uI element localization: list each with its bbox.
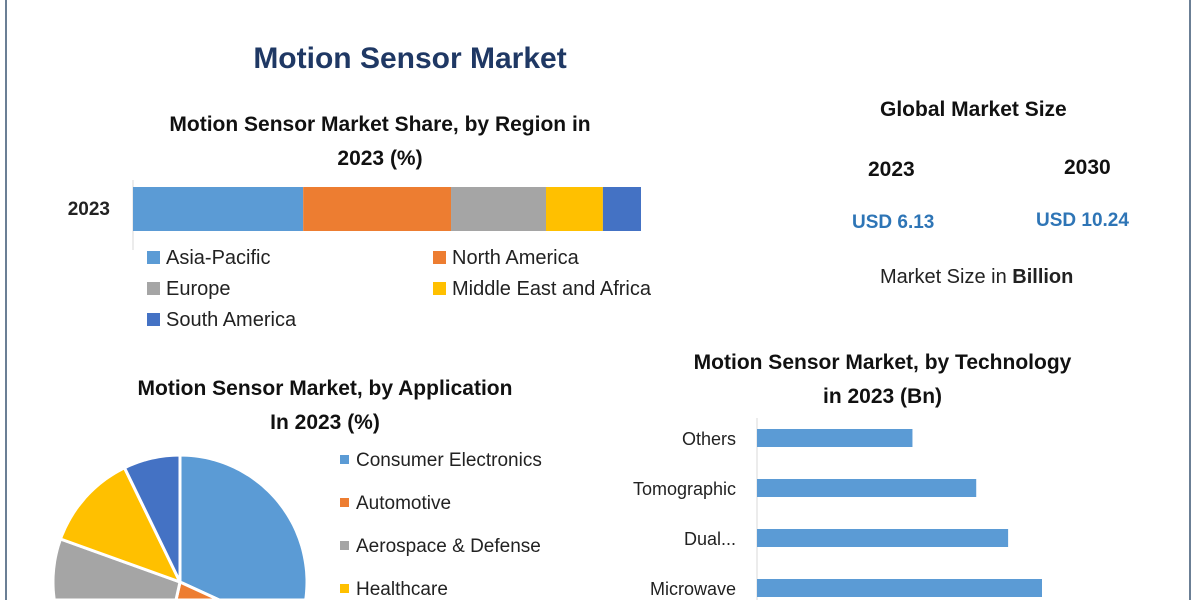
bar-segment	[133, 187, 304, 231]
application-chart-title: Motion Sensor Market, by Application In 2…	[90, 372, 560, 440]
bar	[757, 579, 1042, 597]
bar-segment	[602, 187, 641, 231]
legend-label: Healthcare	[356, 579, 448, 600]
bar	[757, 429, 913, 447]
pie-slice	[51, 537, 182, 600]
category-label: Microwave	[650, 579, 736, 599]
pie-slice	[174, 580, 221, 600]
year-2023: 2023	[868, 158, 915, 181]
legend-label: Asia-Pacific	[166, 247, 270, 269]
legend-label: North America	[452, 247, 580, 269]
category-label: 2023	[68, 199, 110, 220]
bar	[757, 529, 1009, 547]
note-prefix: Market Size in	[880, 266, 1013, 288]
year-2030: 2030	[1064, 156, 1111, 179]
legend-label: Europe	[166, 278, 231, 300]
title-line: Motion Sensor Market, by Technology	[693, 351, 1072, 374]
legend-swatch	[147, 251, 160, 264]
legend-label: South America	[166, 309, 297, 331]
legend-swatch	[433, 282, 446, 295]
infographic-frame	[5, 0, 1191, 600]
legend-label: Middle East and Africa	[452, 278, 652, 300]
bar-segment	[303, 187, 452, 231]
legend-label: Automotive	[356, 493, 451, 514]
legend-swatch	[340, 541, 349, 550]
market-size-note: Market Size in Billion	[880, 266, 1073, 289]
bar-segment	[546, 187, 603, 231]
legend-swatch	[147, 282, 160, 295]
legend-swatch	[340, 455, 349, 464]
bar-segment	[451, 187, 547, 231]
category-label: Others	[682, 429, 736, 449]
pie-slice	[59, 466, 182, 584]
category-label: Tomographic	[633, 479, 736, 499]
title-line: Motion Sensor Market, by Application	[137, 377, 513, 400]
category-label: Dual...	[684, 529, 736, 549]
note-unit: Billion	[1012, 266, 1074, 288]
legend-swatch	[433, 251, 446, 264]
market-size-heading: Global Market Size	[880, 98, 1067, 121]
legend-label: Consumer Electronics	[356, 450, 542, 471]
title-line: in 2023 (Bn)	[822, 385, 943, 408]
page-title: Motion Sensor Market	[253, 42, 567, 75]
title-line: 2023 (%)	[337, 147, 423, 170]
pie-slice	[178, 453, 309, 600]
value-2023: USD 6.13	[852, 212, 935, 233]
region-chart-title: Motion Sensor Market Share, by Region in…	[120, 108, 640, 176]
legend-label: Aerospace & Defense	[356, 536, 541, 557]
value-2030: USD 10.24	[1036, 210, 1129, 231]
technology-chart-title: Motion Sensor Market, by Technology in 20…	[650, 346, 1115, 414]
bar	[757, 479, 977, 497]
legend-swatch	[340, 584, 349, 593]
title-line: Motion Sensor Market Share, by Region in	[169, 113, 591, 136]
pie-slice	[123, 453, 182, 584]
legend-swatch	[340, 498, 349, 507]
title-line: In 2023 (%)	[270, 411, 380, 434]
legend-swatch	[147, 313, 160, 326]
